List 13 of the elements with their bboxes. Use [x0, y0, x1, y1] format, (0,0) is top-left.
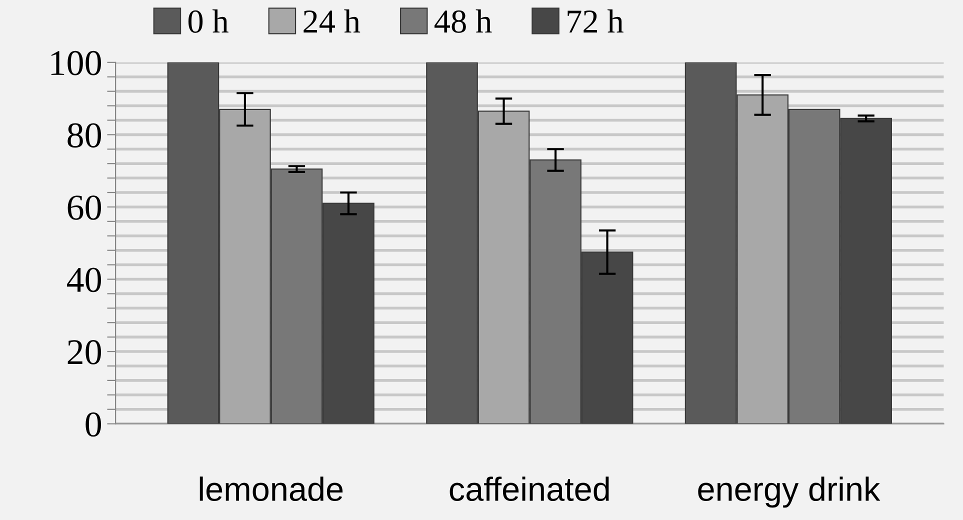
- y-tick-label: 80: [68, 123, 101, 148]
- y-tick-label: 60: [68, 195, 101, 220]
- y-tick-label: 20: [68, 340, 101, 364]
- legend-label: 48 h: [434, 9, 492, 33]
- legend-label: 24 h: [304, 9, 360, 33]
- legend-label: 0 h: [188, 9, 228, 33]
- y-tick-label: 100: [51, 50, 101, 76]
- x-tick-label: lemonade: [200, 476, 343, 502]
- legend-label: 72 h: [568, 9, 624, 33]
- y-tick-label: 40: [66, 268, 101, 292]
- x-tick-label: energy drink: [698, 476, 880, 508]
- y-tick-label: 0: [86, 412, 101, 437]
- x-tick-label: caffeinated: [450, 476, 609, 502]
